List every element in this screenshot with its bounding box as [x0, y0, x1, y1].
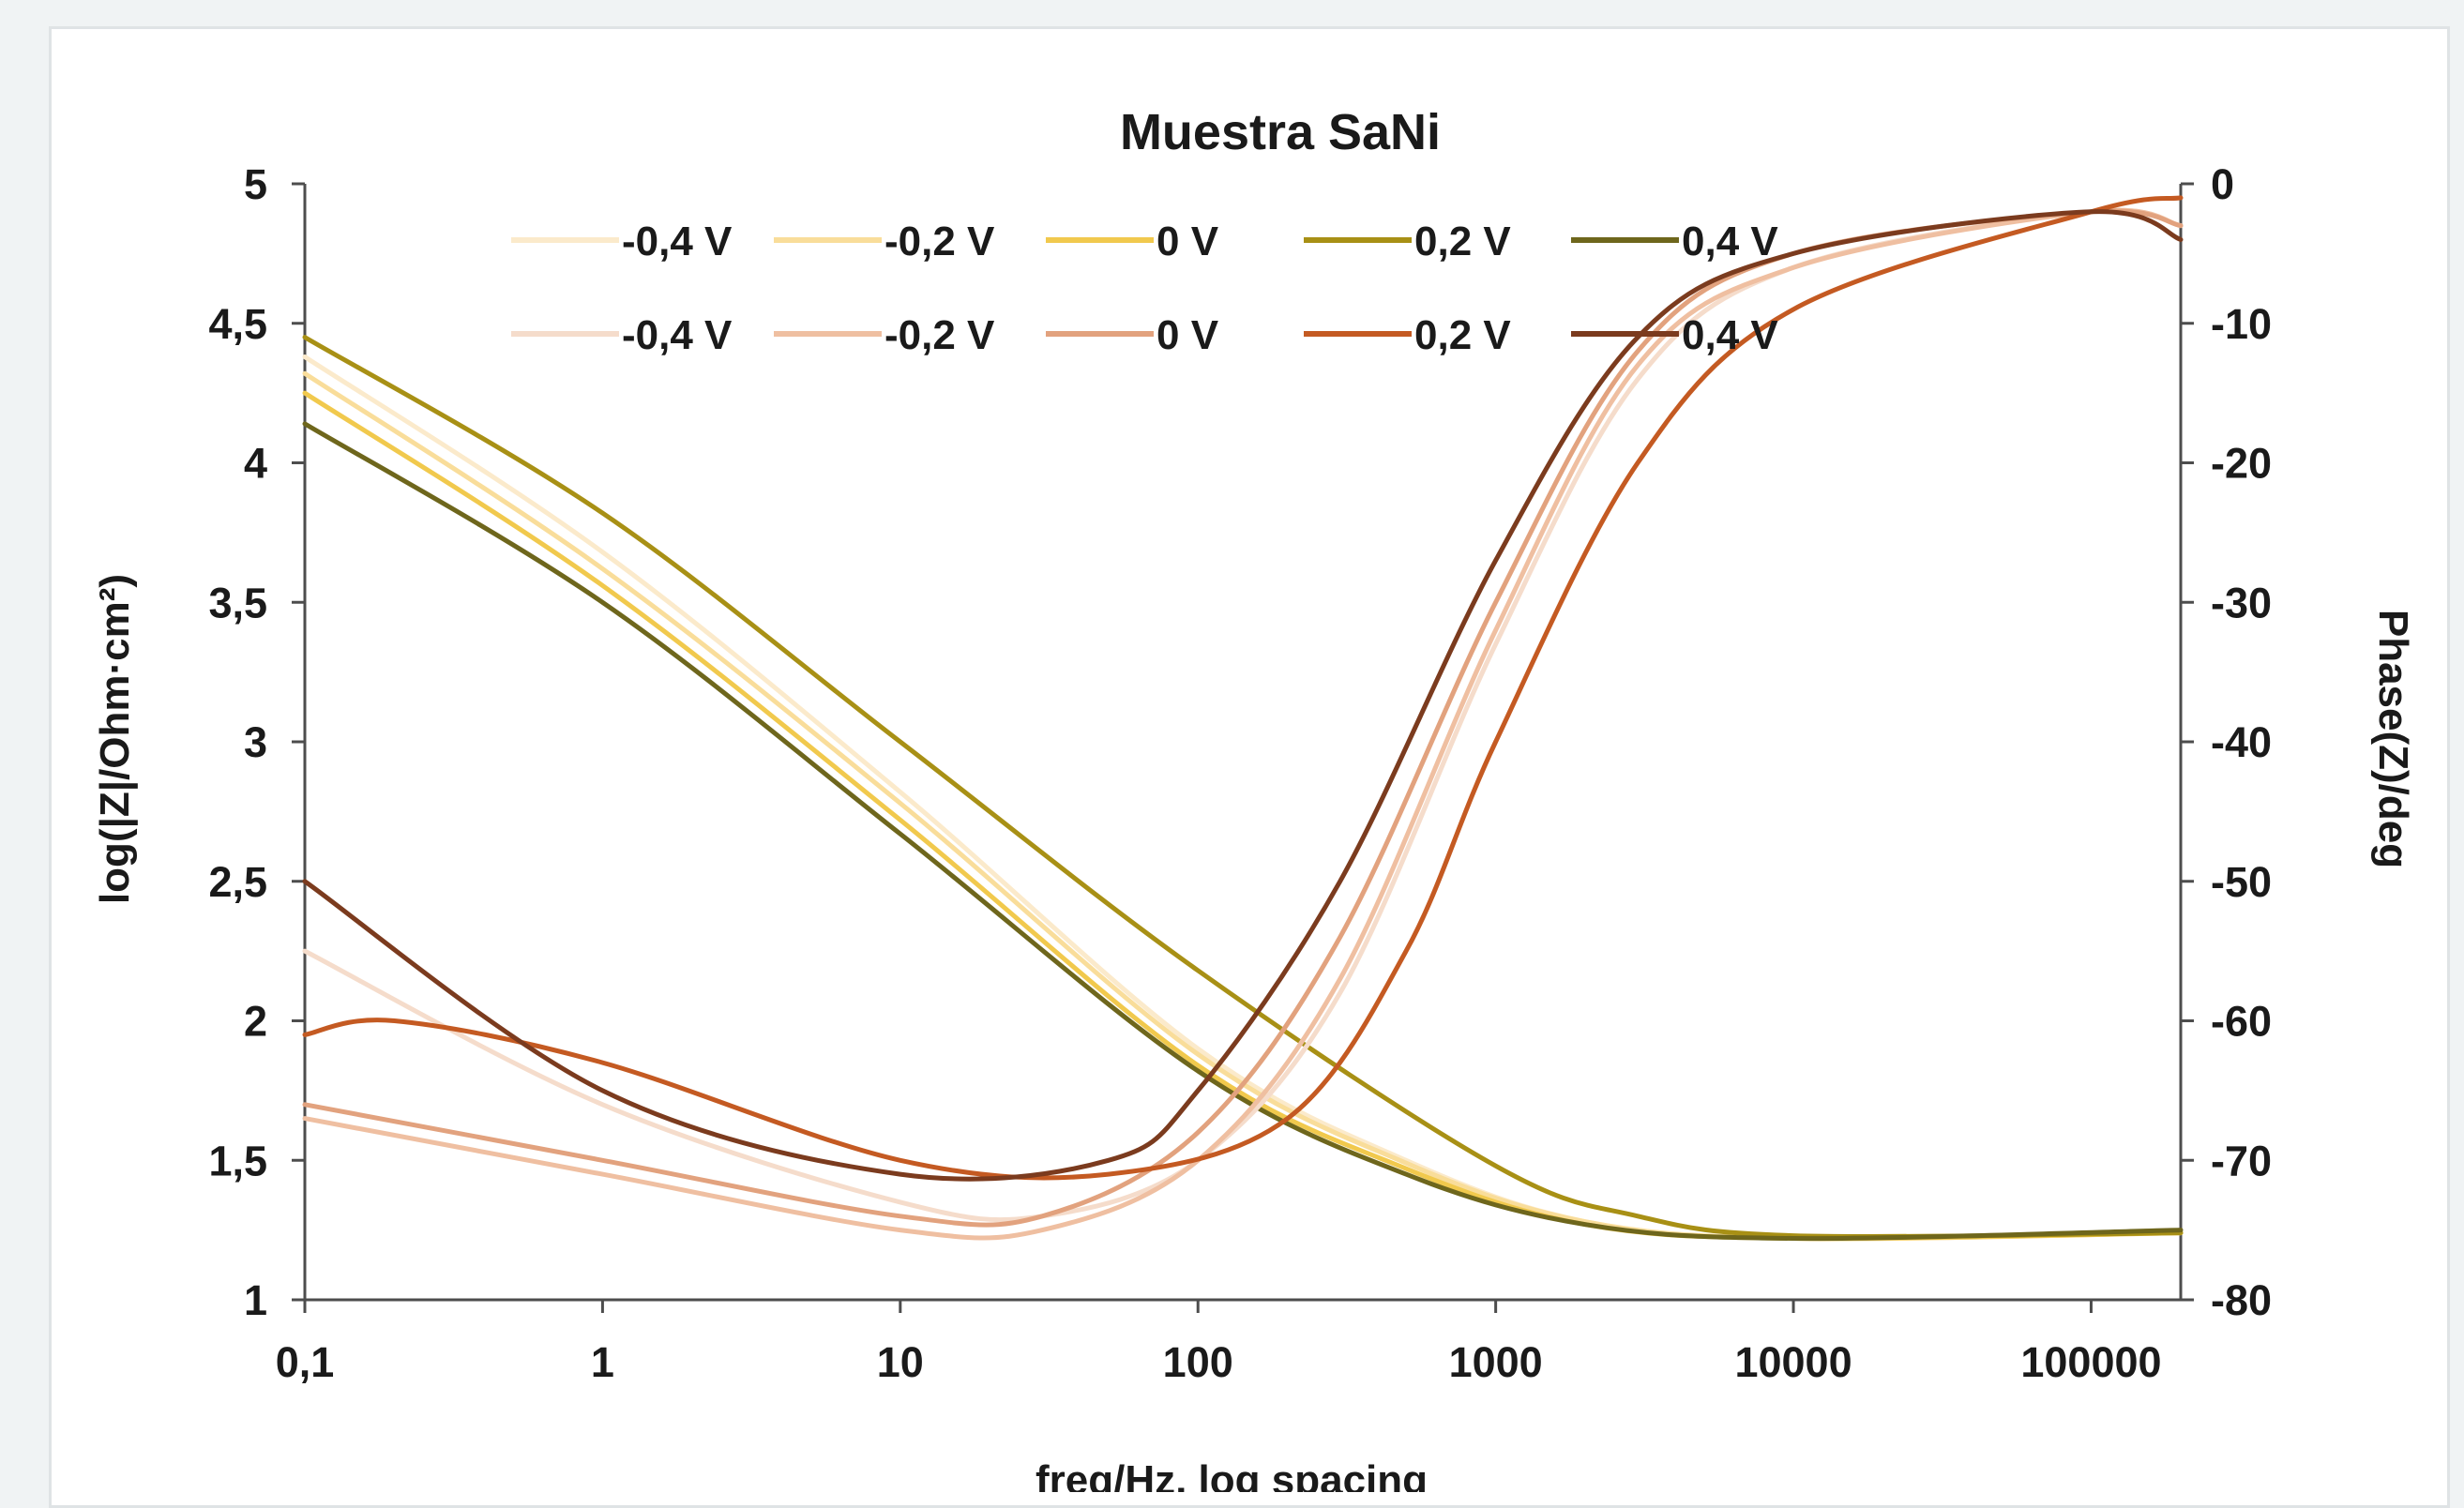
y2-tick-label: -10 — [2211, 300, 2272, 348]
legend-label: 0 V — [1156, 312, 1219, 358]
y2-tick-label: -40 — [2211, 718, 2272, 766]
x-tick-label: 1000 — [1449, 1338, 1543, 1386]
phase-series-line-8 — [302, 208, 2184, 1228]
x-tick-label: 100000 — [2020, 1338, 2161, 1386]
y-tick-label: 2,5 — [208, 858, 267, 906]
legend-label: 0,4 V — [1682, 219, 1778, 264]
y-tick-label: 3,5 — [208, 579, 267, 626]
chart-panel: Muestra SaNi 0,1 1 10 100 1000 10000 100000 1 1,… — [49, 26, 2450, 1508]
legend-label: -0,2 V — [884, 219, 995, 264]
y-tick-label: 1 — [244, 1276, 267, 1324]
y-tick-label: 3 — [244, 718, 267, 766]
x-axis-title: freq/Hz, log spacing — [1035, 1457, 1428, 1492]
phase-series-line-10 — [302, 209, 2184, 1182]
legend-label: -0,4 V — [622, 219, 733, 264]
legend: -0,4 V -0,2 V 0 V 0,2 V 0,4 V -0,4 V -0,2 V 0 V… — [511, 219, 1778, 358]
y-tick-label: 1,5 — [208, 1137, 267, 1184]
phase-series-line-9 — [302, 195, 2184, 1181]
legend-label: 0 V — [1156, 219, 1219, 264]
modulus-series-line-4 — [302, 335, 2184, 1239]
axes: 0,1 1 10 100 1000 10000 10000011,522,533,544,5… — [208, 160, 2272, 1386]
legend-label: 0,2 V — [1414, 219, 1511, 264]
y2-tick-label: -50 — [2211, 858, 2272, 906]
y-tick-label: 2 — [244, 998, 267, 1046]
data-series — [302, 195, 2184, 1242]
y2-axis-title: Phase(Z)/deg — [2370, 610, 2416, 868]
chart-title: Muestra SaNi — [1120, 104, 1441, 160]
x-tick-label: 1 — [591, 1338, 614, 1386]
y-tick-label: 4 — [244, 440, 267, 488]
legend-label: -0,4 V — [622, 312, 733, 358]
modulus-series-line-3 — [302, 390, 2184, 1242]
y2-tick-label: -60 — [2211, 998, 2272, 1046]
y-tick-label: 4,5 — [208, 300, 267, 348]
y-axis-title: log(|Z|/Ohm·cm²) — [92, 574, 139, 904]
y2-tick-label: -20 — [2211, 440, 2272, 488]
y2-tick-label: -80 — [2211, 1276, 2272, 1324]
legend-label: 0,4 V — [1682, 312, 1778, 358]
y-tick-label: 5 — [244, 160, 267, 208]
phase-series-line-6 — [302, 207, 2184, 1223]
x-tick-label: 100 — [1163, 1338, 1233, 1386]
y2-tick-label: -70 — [2211, 1137, 2272, 1184]
modulus-series-line-1 — [302, 354, 2184, 1242]
y2-tick-label: -30 — [2211, 579, 2272, 626]
phase-series-line-7 — [302, 207, 2184, 1241]
legend-label: 0,2 V — [1414, 312, 1511, 358]
y2-tick-label: 0 — [2211, 160, 2234, 208]
legend-label: -0,2 V — [884, 312, 995, 358]
x-tick-label: 0,1 — [276, 1338, 335, 1386]
impedance-bode-chart: Muestra SaNi 0,1 1 10 100 1000 10000 10000011,… — [92, 104, 2416, 1492]
x-tick-label: 10000 — [1734, 1338, 1852, 1386]
x-tick-label: 10 — [877, 1338, 924, 1386]
